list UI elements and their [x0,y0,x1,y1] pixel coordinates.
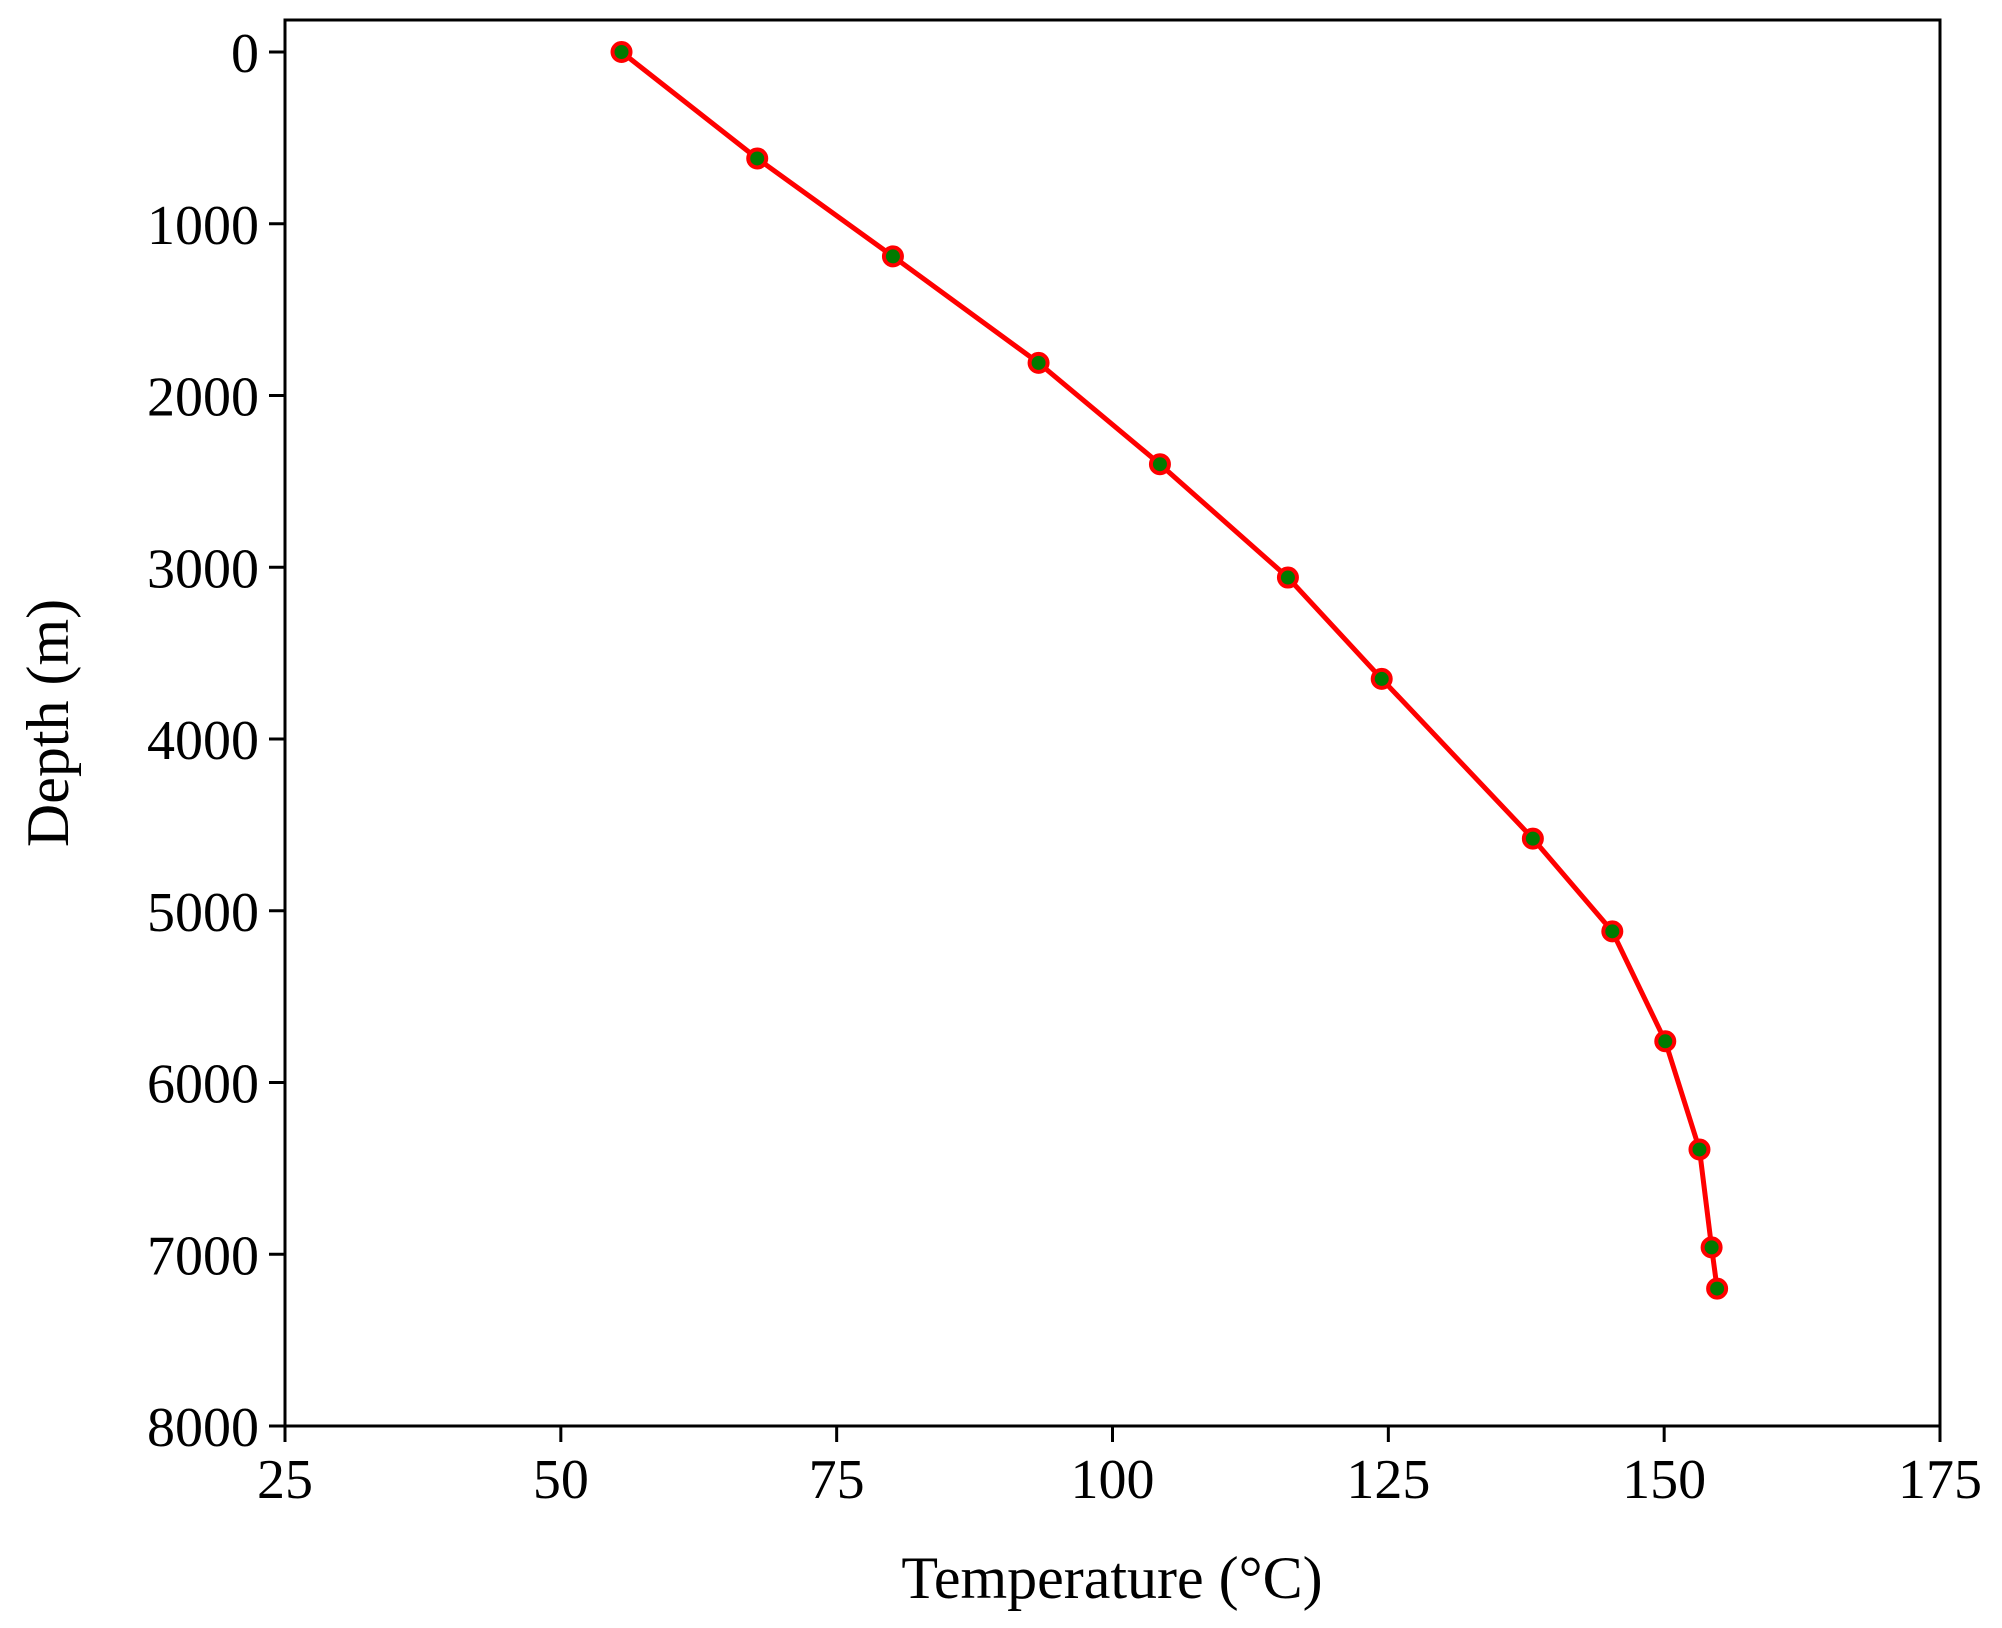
data-point [881,245,904,268]
y-tick-label: 5000 [147,882,259,944]
y-tick-label: 0 [231,23,259,85]
data-point [1148,453,1171,476]
y-tick-label: 8000 [147,1397,259,1459]
y-tick-label: 7000 [147,1225,259,1287]
data-point [1027,351,1050,374]
data-point [1601,920,1624,943]
y-tick-label: 3000 [147,538,259,600]
x-tick-label: 150 [1622,1449,1706,1511]
data-point [610,41,633,63]
y-tick-label: 2000 [147,367,259,429]
data-point [1706,1277,1729,1300]
x-tick-label: 125 [1346,1449,1430,1511]
x-axis-ticks: 25 50 75 100 125 150 175 [257,1426,1982,1511]
x-axis-title: Temperature (°C) [901,1545,1322,1611]
x-tick-label: 50 [533,1449,589,1511]
y-axis-ticks: 0 1000 2000 3000 4000 5000 6000 7000 8000 [147,23,285,1459]
data-point [1370,667,1393,690]
x-tick-label: 175 [1898,1449,1982,1511]
data-point [1700,1236,1723,1259]
x-tick-label: 75 [809,1449,865,1511]
data-point [1688,1138,1711,1161]
plot-frame [283,18,1942,1428]
y-tick-label: 1000 [147,195,259,257]
series-layer [610,41,1729,1300]
y-tick-label: 4000 [147,710,259,772]
x-tick-label: 25 [257,1449,313,1511]
x-tick-label: 100 [1071,1449,1155,1511]
y-tick-label: 6000 [147,1054,259,1116]
y-axis-title: Depth (m) [15,599,81,847]
data-point [1276,566,1299,589]
series-line [619,50,1720,1289]
data-point [1654,1030,1677,1053]
data-point [746,147,769,170]
data-point [1521,827,1544,850]
